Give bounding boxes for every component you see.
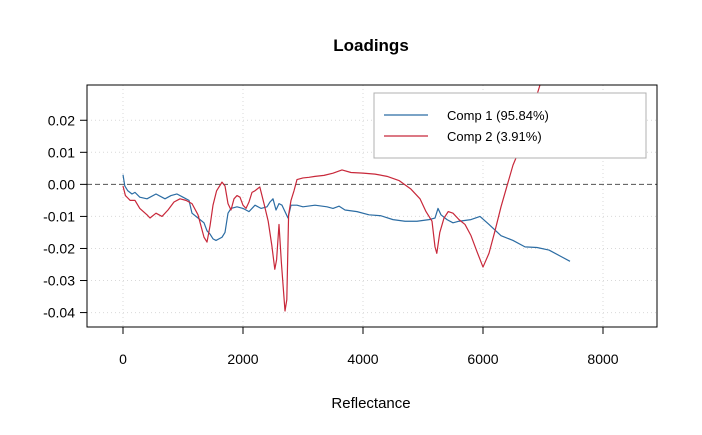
legend-box: [373, 92, 647, 159]
x-axis-label: Reflectance: [331, 395, 410, 412]
x-axis: 0 2000 4000 6000 8000: [119, 326, 619, 367]
y-tick-label: -0.01: [43, 208, 75, 224]
x-tick-label: 4000: [347, 351, 378, 367]
y-axis: -0.04 -0.03 -0.02 -0.01 0.00 0.01 0.02: [43, 112, 88, 321]
chart-title: Loadings: [333, 36, 409, 55]
y-tick-label: -0.03: [43, 273, 75, 289]
y-tick-label: 0.02: [48, 112, 75, 128]
y-tick-label: 0.00: [48, 176, 75, 192]
y-tick-label: -0.02: [43, 240, 75, 256]
x-tick-label: 6000: [467, 351, 498, 367]
y-tick-label: -0.04: [43, 305, 75, 321]
legend-label-comp1: Comp 1 (95.84%): [447, 108, 549, 123]
series-line-comp1: [122, 174, 571, 262]
x-tick-label: 8000: [587, 351, 618, 367]
y-tick-label: 0.01: [48, 144, 75, 160]
legend-label-comp2: Comp 2 (3.91%): [447, 129, 542, 144]
series-line-comp2: [122, 85, 541, 312]
x-tick-label: 2000: [227, 351, 258, 367]
legend: Comp 1 (95.84%) Comp 2 (3.91%): [373, 92, 647, 159]
series-layer: [122, 85, 571, 312]
x-tick-label: 0: [119, 351, 127, 367]
